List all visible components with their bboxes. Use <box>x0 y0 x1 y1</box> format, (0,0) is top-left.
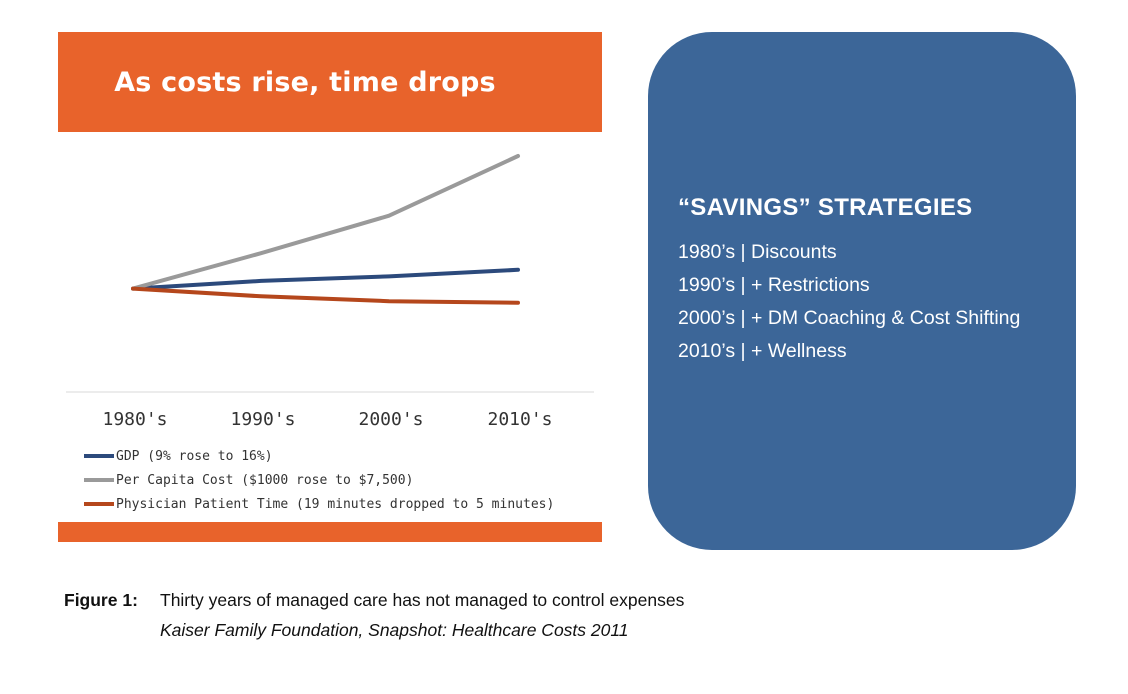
x-tick-label: 2000's <box>358 409 423 430</box>
figure-caption-text: Thirty years of managed care has not man… <box>160 590 685 610</box>
line-chart: 1980's 1990's 2000's 2010's <box>66 154 594 430</box>
legend-swatch-per-capita-cost <box>84 478 114 482</box>
savings-item-2000s: 2000’s | + DM Coaching & Cost Shifting <box>678 307 1021 329</box>
savings-strategies-box: “SAVINGS” STRATEGIES 1980’s | Discounts … <box>648 32 1076 550</box>
bottom-accent-bar <box>58 522 602 542</box>
series-layer <box>131 154 520 305</box>
figure-source: Kaiser Family Foundation, Snapshot: Heal… <box>160 620 629 640</box>
legend-item-gdp: GDP (9% rose to 16%) <box>84 444 554 468</box>
x-tick-label: 1990's <box>230 409 295 430</box>
savings-title: “SAVINGS” STRATEGIES <box>678 194 973 221</box>
legend-item-per-capita-cost: Per Capita Cost ($1000 rose to $7,500) <box>84 468 554 492</box>
series-line-1 <box>131 154 520 291</box>
legend-label-per-capita-cost: Per Capita Cost ($1000 rose to $7,500) <box>116 472 414 488</box>
legend-swatch-physician-time <box>84 502 114 506</box>
figure-label: Figure 1: <box>64 590 138 610</box>
legend: GDP (9% rose to 16%) Per Capita Cost ($1… <box>84 444 554 516</box>
legend-swatch-gdp <box>84 454 114 458</box>
legend-item-physician-time: Physician Patient Time (19 minutes dropp… <box>84 492 554 516</box>
savings-item-1980s: 1980’s | Discounts <box>678 241 837 263</box>
savings-item-1990s: 1990’s | + Restrictions <box>678 274 870 296</box>
legend-label-gdp: GDP (9% rose to 16%) <box>116 448 273 464</box>
series-line-0 <box>131 267 520 291</box>
x-tick-label: 1980's <box>102 409 167 430</box>
series-line-2 <box>131 286 520 305</box>
chart-title-banner: As costs rise, time drops <box>58 32 602 132</box>
legend-label-physician-time: Physician Patient Time (19 minutes dropp… <box>116 496 555 512</box>
savings-item-2010s: 2010’s | + Wellness <box>678 340 847 362</box>
x-tick-labels: 1980's 1990's 2000's 2010's <box>102 409 552 430</box>
chart-title: As costs rise, time drops <box>114 66 496 98</box>
figure-caption: Figure 1: Thirty years of managed care ha… <box>64 590 684 611</box>
savings-list: 1980’s | Discounts 1990’s | + Restrictio… <box>678 236 1020 368</box>
chart-panel: As costs rise, time drops 1980's 1990's 20… <box>58 32 602 542</box>
x-tick-label: 2010's <box>487 409 552 430</box>
